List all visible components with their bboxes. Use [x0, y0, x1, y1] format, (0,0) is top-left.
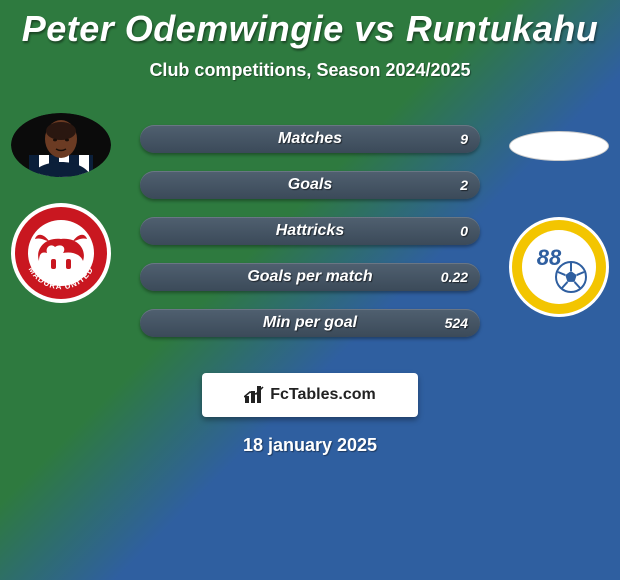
stat-value-left	[140, 171, 164, 199]
stat-pill: Goals 2	[140, 171, 480, 199]
stat-label: Matches	[278, 130, 342, 148]
stat-label: Goals per match	[247, 268, 372, 286]
stat-pill: Hattricks 0	[140, 217, 480, 245]
comparison-stage: MADURA UNITED 88	[0, 109, 620, 349]
stat-pill: Matches 9	[140, 125, 480, 153]
stat-value-left	[140, 217, 164, 245]
left-player-column: MADURA UNITED	[6, 109, 116, 303]
stat-label: Hattricks	[276, 222, 344, 240]
right-player-avatar-blank	[509, 131, 609, 161]
stat-value-right: 9	[448, 125, 480, 153]
left-player-avatar	[11, 113, 111, 177]
left-club-badge: MADURA UNITED	[11, 203, 111, 303]
stat-pill: Min per goal 524	[140, 309, 480, 337]
date: 18 january 2025	[0, 435, 620, 456]
stat-label: Goals	[288, 176, 332, 194]
page-title: Peter Odemwingie vs Runtukahu	[0, 0, 620, 50]
stat-value-right: 2	[448, 171, 480, 199]
right-club-badge: 88	[509, 217, 609, 317]
stat-label: Min per goal	[263, 314, 357, 332]
source-badge: FcTables.com	[202, 373, 418, 417]
stat-value-left	[140, 125, 164, 153]
source-badge-text: FcTables.com	[270, 386, 376, 404]
stat-value-left	[140, 309, 164, 337]
stat-value-right: 0	[448, 217, 480, 245]
stats-list: Matches 9 Goals 2 Hattricks 0 Goals per …	[140, 125, 480, 337]
svg-text:88: 88	[537, 245, 562, 270]
bar-chart-icon	[244, 386, 264, 404]
subtitle: Club competitions, Season 2024/2025	[0, 60, 620, 81]
stat-pill: Goals per match 0.22	[140, 263, 480, 291]
right-player-column: 88	[504, 109, 614, 317]
stat-value-right: 524	[433, 309, 480, 337]
stat-value-left	[140, 263, 164, 291]
stat-value-right: 0.22	[429, 263, 480, 291]
